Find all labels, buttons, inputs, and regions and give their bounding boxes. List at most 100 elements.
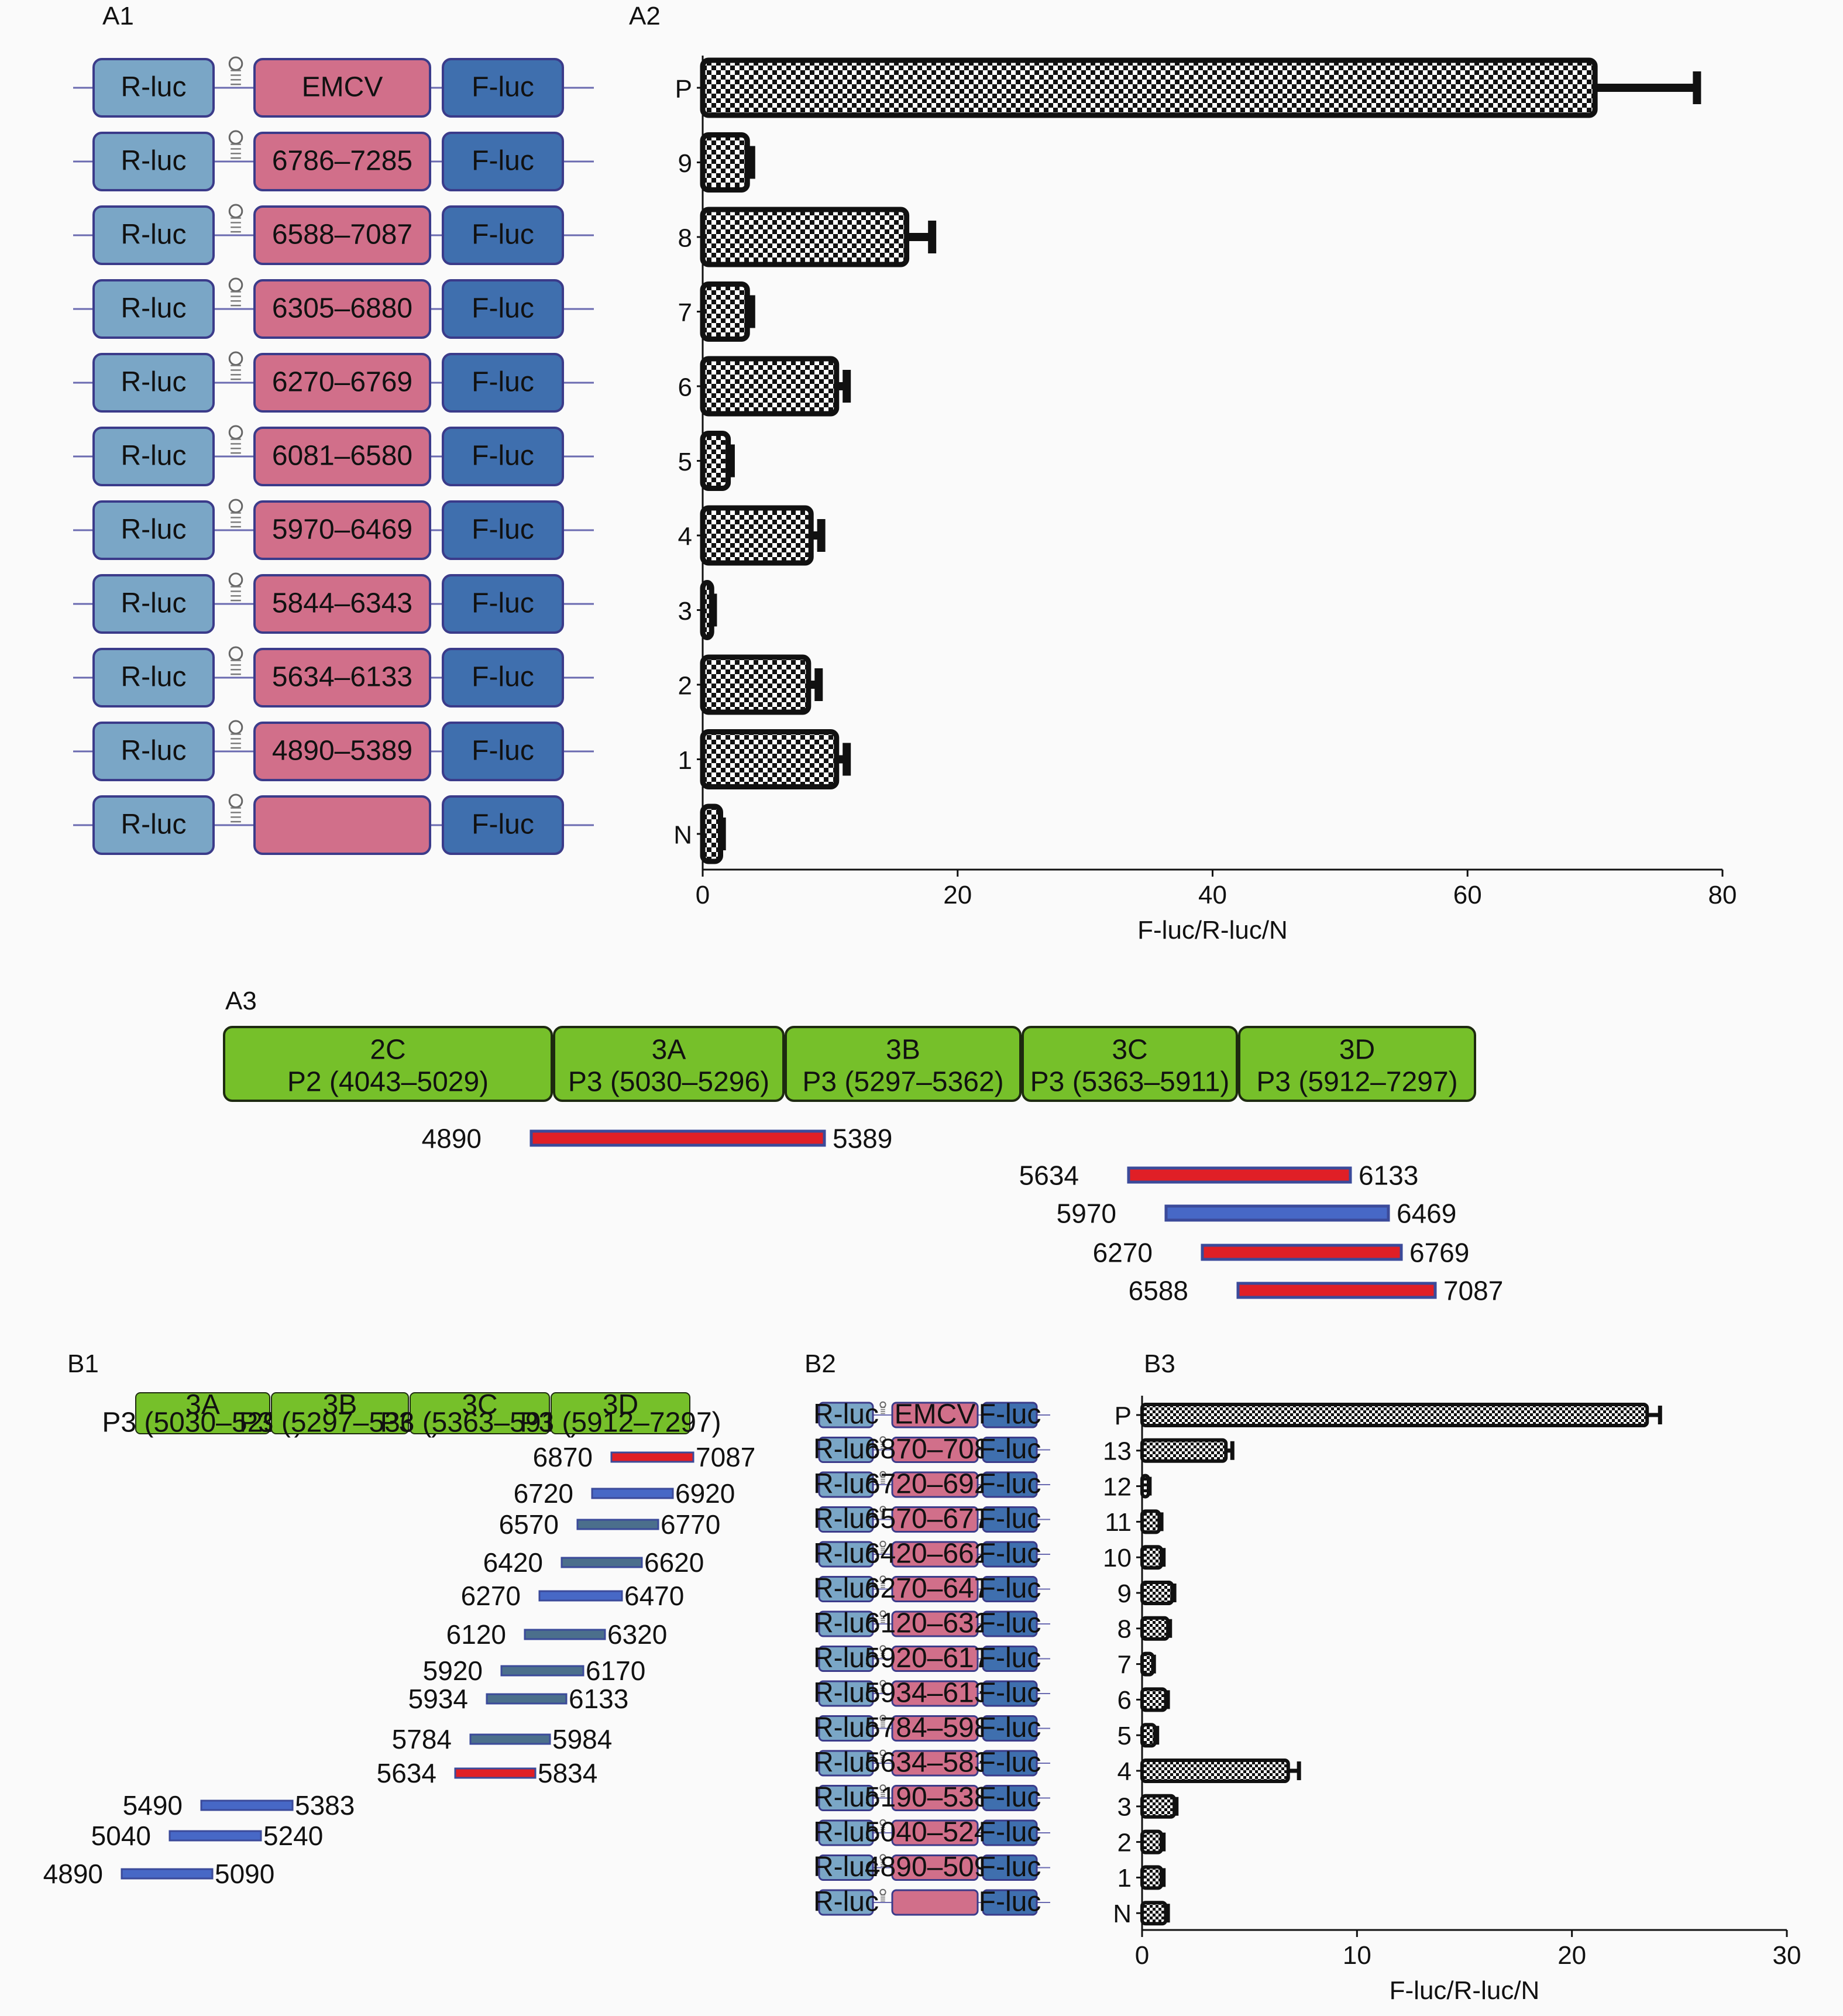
category-label: P <box>1115 1402 1132 1430</box>
hairpin-icon <box>228 277 243 293</box>
bar <box>1140 1438 1228 1463</box>
bar <box>1140 1545 1164 1570</box>
fragment-start: 5784 <box>392 1724 452 1754</box>
insert-box <box>891 1437 979 1463</box>
gene-range: P3 (5297–5362) <box>239 1407 441 1438</box>
fragment-start: 6588 <box>1129 1276 1188 1306</box>
rluc-box <box>92 279 215 339</box>
insert-box <box>253 795 431 855</box>
fluc-label: F-luc <box>979 1887 1041 1918</box>
bar <box>1140 1616 1170 1641</box>
insert-label: 5920–6170 <box>865 1643 1005 1674</box>
category-label: 9 <box>1118 1579 1132 1608</box>
rluc-box <box>92 58 215 118</box>
category-label: 1 <box>1118 1864 1132 1893</box>
insert-label: 4890–5090 <box>865 1852 1005 1883</box>
rluc-box <box>92 722 215 781</box>
rluc-label: R-luc <box>121 441 186 472</box>
gene-name: 3A <box>652 1034 686 1065</box>
rluc-label: R-luc <box>813 1538 879 1569</box>
insert-label: 6120–6320 <box>865 1608 1005 1639</box>
bar <box>700 803 724 864</box>
insert-label: 6786–7285 <box>272 146 412 177</box>
fluc-box <box>982 1819 1038 1846</box>
insert-label: 5634–5834 <box>865 1747 1005 1778</box>
bar <box>700 356 840 417</box>
rluc-label: R-luc <box>121 514 186 545</box>
rluc-box <box>818 1402 874 1428</box>
hairpin-icon <box>228 499 243 514</box>
rluc-box <box>818 1541 874 1568</box>
rluc-box <box>92 427 215 486</box>
x-axis-title: F-luc/R-luc/N <box>1137 916 1288 945</box>
fragment-end: 6320 <box>607 1619 667 1650</box>
gene-box <box>1022 1026 1238 1102</box>
fluc-box <box>982 1680 1038 1707</box>
category-label: 2 <box>1118 1828 1132 1857</box>
b2-construct-diagram: R-luc EMCV F-lucR-luc6870–7087F-lucR-luc67… <box>813 1399 1050 1918</box>
b3-bar-chart: P 13 12 11 10 9 8 7 6 5 4 3 2 1 N0 10 20 30 F-luc/R-luc/N <box>1103 1396 1801 2005</box>
category-label: 5 <box>1118 1722 1132 1750</box>
bar <box>1140 1687 1168 1712</box>
rluc-label: R-luc <box>121 367 186 398</box>
gene-range: P3 (5297–5362) <box>802 1067 1003 1098</box>
rluc-label: R-luc <box>813 1503 879 1534</box>
fluc-label: F-luc <box>979 1712 1041 1743</box>
insert-box <box>891 1889 979 1916</box>
gene-name: 3C <box>1112 1034 1147 1065</box>
hairpin-icon <box>228 56 243 71</box>
rluc-box <box>92 648 215 708</box>
category-label: 7 <box>1118 1650 1132 1679</box>
insert-label: 5844–6343 <box>272 588 412 619</box>
fluc-box <box>982 1785 1038 1811</box>
fragment-end: 6170 <box>586 1656 645 1686</box>
x-tick-label: 20 <box>1557 1941 1586 1970</box>
gene-range: P3 (5912–7297) <box>1256 1067 1457 1098</box>
insert-label: 5040–5240 <box>865 1817 1005 1848</box>
category-label: 8 <box>1118 1615 1132 1644</box>
hairpin-icon <box>228 646 243 661</box>
insert-box <box>891 1715 979 1742</box>
panel-label-b3: B3 <box>1144 1349 1175 1378</box>
rluc-box <box>818 1785 874 1811</box>
fragment-end: 6133 <box>1359 1160 1418 1191</box>
category-label: 6 <box>678 373 692 402</box>
fragment-bar <box>469 1733 551 1745</box>
rluc-box <box>92 500 215 560</box>
fluc-label: F-luc <box>472 514 534 545</box>
rluc-box <box>818 1680 874 1707</box>
hairpin-icon <box>228 351 243 366</box>
gene-box <box>223 1026 553 1102</box>
fluc-box <box>982 1889 1038 1916</box>
rluc-label: R-luc <box>813 1434 879 1465</box>
gene-box <box>1238 1026 1476 1102</box>
gene-range: P3 (5363–5911) <box>380 1407 580 1438</box>
insert-box <box>891 1541 979 1568</box>
fragment-bar <box>538 1590 623 1602</box>
hairpin-icon <box>879 1401 886 1408</box>
insert-label: EMCV <box>895 1399 976 1430</box>
hairpin-icon <box>879 1888 886 1895</box>
category-label: 11 <box>1105 1508 1132 1537</box>
insert-box <box>253 279 431 339</box>
insert-label: EMCV <box>302 72 383 103</box>
insert-box <box>891 1402 979 1428</box>
gene-box <box>785 1026 1022 1102</box>
rluc-label: R-luc <box>813 1469 879 1500</box>
insert-box <box>253 500 431 560</box>
gene-range: P2 (4043–5029) <box>287 1067 489 1098</box>
category-label: P <box>675 75 692 104</box>
bar <box>700 505 814 566</box>
insert-box <box>253 132 431 191</box>
rluc-box <box>818 1750 874 1777</box>
insert-label: 6588–7087 <box>272 219 412 250</box>
fluc-label: F-luc <box>472 72 534 103</box>
fluc-box <box>982 1576 1038 1602</box>
gene-name: 3B <box>323 1389 357 1420</box>
fluc-label: F-luc <box>979 1747 1041 1778</box>
insert-label: 6270–6769 <box>272 367 412 398</box>
x-tick-label: 30 <box>1773 1941 1801 1970</box>
fragment-end: 5984 <box>552 1724 612 1754</box>
fluc-box <box>982 1750 1038 1777</box>
